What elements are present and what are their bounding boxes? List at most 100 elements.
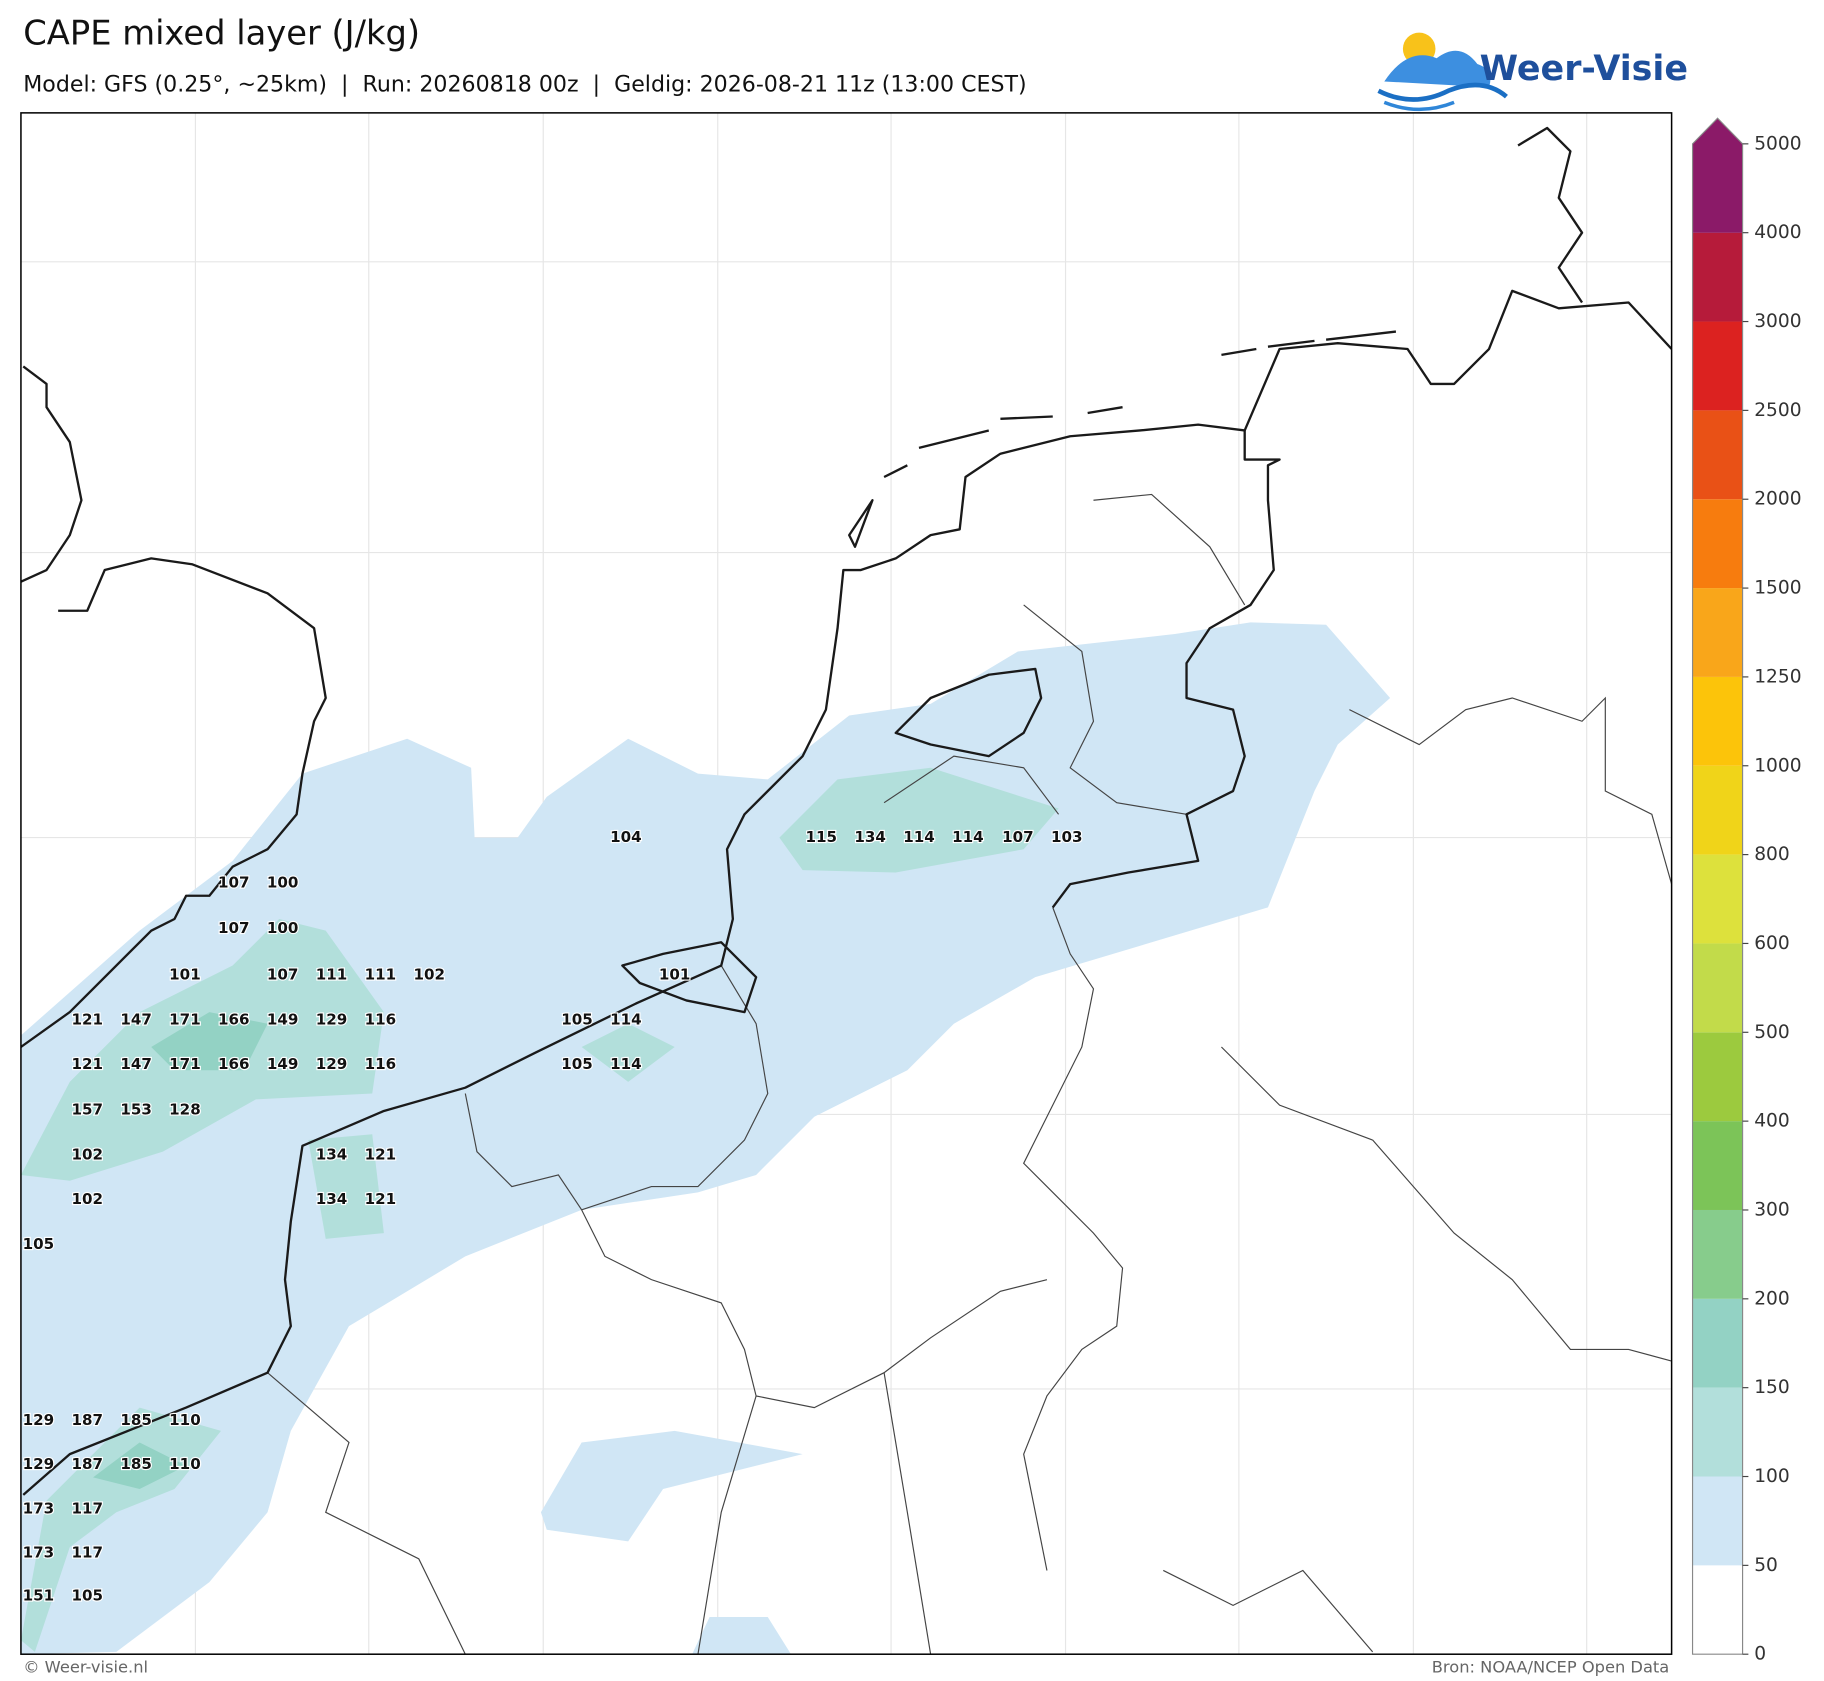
value-label: 107 (267, 965, 299, 983)
value-label: 105 (71, 1587, 103, 1605)
colorbar-tick-label: 800 (1754, 844, 1790, 865)
value-label: 128 (169, 1100, 201, 1118)
value-label: 166 (218, 1011, 250, 1029)
logo: Weer-Visie (1377, 32, 1688, 112)
colorbar-segment (1692, 854, 1743, 944)
value-label: 121 (365, 1190, 397, 1208)
colorbar-segment (1692, 321, 1743, 411)
value-label: 111 (365, 965, 397, 983)
value-label: 185 (120, 1455, 152, 1473)
value-label: 187 (71, 1411, 103, 1429)
colorbar-tick-label: 50 (1754, 1555, 1778, 1576)
footer-right: Bron: NOAA/NCEP Open Data (1432, 1658, 1670, 1677)
colorbar-segment (1692, 232, 1743, 322)
colorbar-tick-label: 100 (1754, 1466, 1790, 1487)
value-label: 134 (854, 828, 886, 846)
value-label: 100 (267, 873, 299, 891)
value-label: 117 (71, 1499, 103, 1517)
colorbar: 0 50 100 150 200 300 400 500 600 800 1000 1250 1500 2… (1691, 117, 1802, 1665)
colorbar-tick-label: 150 (1754, 1377, 1790, 1398)
colorbar-segment (1692, 1032, 1743, 1122)
value-label: 116 (365, 1055, 397, 1073)
colorbar-segment (1692, 1209, 1743, 1299)
colorbar-tick-label: 500 (1754, 1022, 1790, 1043)
value-label: 107 (218, 873, 250, 891)
map: 104 115 134 114 114 107 103 107 100 107 100 101 107 1… (20, 112, 1672, 1655)
colorbar-segment (1692, 1121, 1743, 1210)
colorbar-segment (1692, 1387, 1743, 1477)
value-label: 151 (23, 1587, 55, 1605)
value-label: 100 (267, 919, 299, 937)
coastlines (20, 126, 1672, 1496)
footer-left: © Weer-visie.nl (23, 1658, 148, 1677)
value-label: 103 (1051, 828, 1083, 846)
colorbar-segment (1692, 943, 1743, 1033)
value-label: 110 (169, 1411, 201, 1429)
colorbar-tick-label: 0 (1754, 1644, 1766, 1665)
value-label: 129 (23, 1455, 55, 1473)
map-frame (20, 112, 1673, 1655)
colorbar-segment (1692, 1298, 1743, 1388)
colorbar-segment (1692, 588, 1743, 677)
value-label: 121 (71, 1055, 103, 1073)
value-label: 104 (610, 828, 642, 846)
value-label: 110 (169, 1455, 201, 1473)
colorbar-segment (1692, 765, 1743, 855)
value-label: 129 (316, 1055, 348, 1073)
colorbar-tick-label: 2500 (1754, 400, 1801, 421)
value-label: 185 (120, 1411, 152, 1429)
colorbar-segment (1692, 676, 1743, 766)
colorbar-outline (1691, 117, 1744, 1655)
colorbar-tick-label: 2000 (1754, 489, 1801, 510)
colorbar-segment (1692, 410, 1743, 500)
value-label: 105 (561, 1055, 593, 1073)
colorbar-tick-label: 1000 (1754, 755, 1801, 776)
colorbar-tick-label: 400 (1754, 1111, 1790, 1132)
value-label: 114 (903, 828, 935, 846)
value-label: 173 (23, 1544, 55, 1562)
colorbar-tick-label: 200 (1754, 1288, 1790, 1309)
cape-fill (20, 622, 1391, 1655)
value-label: 147 (120, 1055, 152, 1073)
value-label: 114 (610, 1011, 642, 1029)
value-label: 105 (561, 1011, 593, 1029)
value-label: 153 (120, 1100, 152, 1118)
value-label: 116 (365, 1011, 397, 1029)
subtitle: Model: GFS (0.25°, ~25km) | Run: 2026081… (23, 71, 1026, 97)
value-label: 102 (413, 965, 445, 983)
value-label: 149 (267, 1011, 299, 1029)
value-label: 114 (952, 828, 984, 846)
title: CAPE mixed layer (J/kg) (23, 13, 420, 52)
value-label: 102 (71, 1190, 103, 1208)
colorbar-tick-label: 4000 (1754, 222, 1801, 243)
value-label: 171 (169, 1055, 201, 1073)
value-label: 134 (316, 1146, 348, 1164)
colorbar-arrow (1692, 118, 1743, 233)
value-label: 187 (71, 1455, 103, 1473)
value-label: 121 (71, 1011, 103, 1029)
value-label: 107 (218, 919, 250, 937)
value-label: 111 (316, 965, 348, 983)
value-label: 149 (267, 1055, 299, 1073)
colorbar-tick-label: 600 (1754, 933, 1790, 954)
value-label: 114 (610, 1055, 642, 1073)
value-label: 115 (805, 828, 837, 846)
colorbar-tick-label: 1500 (1754, 578, 1801, 599)
logo-text: Weer-Visie (1480, 49, 1688, 89)
colorbar-tick-label: 1250 (1754, 666, 1801, 687)
value-label: 101 (169, 965, 201, 983)
value-label: 147 (120, 1011, 152, 1029)
colorbar-segment (1692, 1476, 1743, 1566)
value-label: 121 (365, 1146, 397, 1164)
value-label: 102 (71, 1146, 103, 1164)
value-label: 129 (23, 1411, 55, 1429)
value-label: 157 (71, 1100, 103, 1118)
value-label: 166 (218, 1055, 250, 1073)
value-label: 105 (23, 1235, 55, 1253)
colorbar-segment (1692, 499, 1743, 589)
colorbar-tick-label: 300 (1754, 1199, 1790, 1220)
colorbar-tick-label: 5000 (1754, 133, 1801, 154)
value-label: 134 (316, 1190, 348, 1208)
colorbar-segment (1692, 1565, 1743, 1655)
